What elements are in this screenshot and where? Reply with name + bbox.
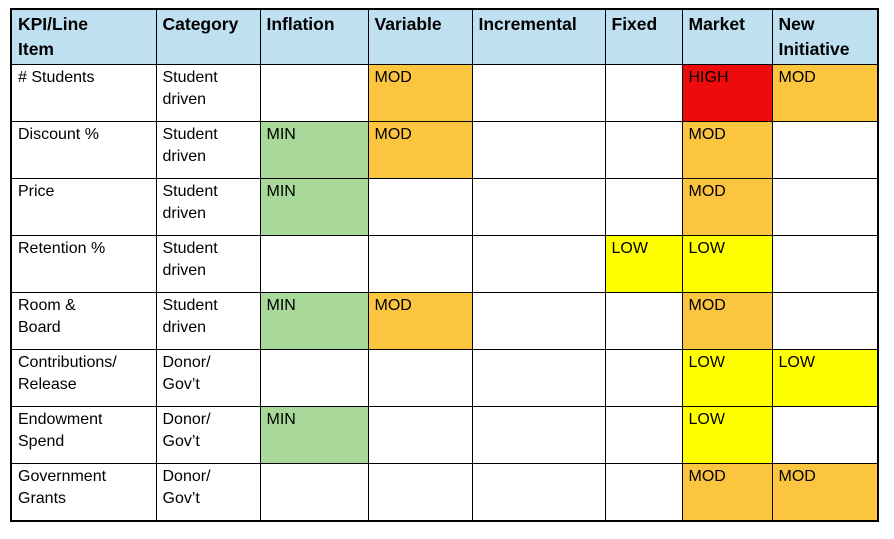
category-cell: Donor/ Gov’t (155, 406, 261, 464)
column-header-variable: Variable (367, 8, 473, 65)
rating-cell-market: HIGH (681, 64, 773, 122)
rating-cell-incremental (471, 235, 606, 293)
rating-cell-new-initiative: LOW (771, 349, 879, 407)
table-row: Room & Board Student driven MIN MOD MOD (10, 292, 879, 350)
table-row: Retention % Student driven LOW LOW (10, 235, 879, 293)
table-body: # Students Student driven MOD HIGH MOD Discou… (10, 64, 879, 521)
rating-cell-variable (367, 349, 473, 407)
kpi-cell: Retention % (10, 235, 157, 293)
rating-cell-variable: MOD (367, 121, 473, 179)
kpi-cell: Discount % (10, 121, 157, 179)
rating-cell-fixed (604, 292, 683, 350)
category-cell: Student driven (155, 235, 261, 293)
rating-cell-new-initiative (771, 178, 879, 236)
rating-cell-fixed: LOW (604, 235, 683, 293)
rating-cell-variable: MOD (367, 292, 473, 350)
kpi-cell: Endowment Spend (10, 406, 157, 464)
column-header-kpi-line-item: KPI/Line Item (10, 8, 157, 65)
table-row: Price Student driven MIN MOD (10, 178, 879, 236)
rating-cell-market: LOW (681, 406, 773, 464)
rating-cell-incremental (471, 292, 606, 350)
rating-cell-fixed (604, 64, 683, 122)
header-row: KPI/Line Item Category Inflation Variable In… (10, 8, 879, 65)
rating-cell-variable (367, 463, 473, 521)
rating-cell-fixed (604, 463, 683, 521)
rating-cell-inflation (259, 463, 369, 521)
table-row: Government Grants Donor/ Gov’t MOD MOD (10, 463, 879, 521)
kpi-cell: Government Grants (10, 463, 157, 521)
rating-cell-new-initiative: MOD (771, 463, 879, 521)
column-header-new-initiative: New Initiative (771, 8, 879, 65)
rating-cell-inflation: MIN (259, 406, 369, 464)
rating-cell-incremental (471, 406, 606, 464)
rating-cell-market: MOD (681, 178, 773, 236)
rating-cell-variable (367, 235, 473, 293)
rating-cell-inflation: MIN (259, 121, 369, 179)
rating-cell-variable (367, 178, 473, 236)
rating-cell-new-initiative (771, 292, 879, 350)
table-row: Contributions/ Release Donor/ Gov’t LOW LOW (10, 349, 879, 407)
rating-cell-inflation (259, 235, 369, 293)
rating-cell-inflation: MIN (259, 292, 369, 350)
rating-cell-inflation (259, 349, 369, 407)
category-cell: Student driven (155, 178, 261, 236)
category-cell: Student driven (155, 64, 261, 122)
kpi-cell: Price (10, 178, 157, 236)
table-row: # Students Student driven MOD HIGH MOD (10, 64, 879, 122)
column-header-inflation: Inflation (259, 8, 369, 65)
rating-cell-market: LOW (681, 235, 773, 293)
rating-cell-fixed (604, 178, 683, 236)
rating-cell-fixed (604, 349, 683, 407)
rating-cell-new-initiative (771, 235, 879, 293)
rating-cell-incremental (471, 463, 606, 521)
rating-cell-incremental (471, 121, 606, 179)
column-header-market: Market (681, 8, 773, 65)
rating-cell-variable (367, 406, 473, 464)
rating-cell-inflation: MIN (259, 178, 369, 236)
rating-cell-variable: MOD (367, 64, 473, 122)
category-cell: Student driven (155, 292, 261, 350)
kpi-driver-matrix-table: KPI/Line Item Category Inflation Variable In… (10, 8, 879, 522)
category-cell: Student driven (155, 121, 261, 179)
rating-cell-inflation (259, 64, 369, 122)
rating-cell-market: MOD (681, 292, 773, 350)
kpi-cell: Room & Board (10, 292, 157, 350)
rating-cell-new-initiative (771, 406, 879, 464)
rating-cell-fixed (604, 406, 683, 464)
rating-cell-market: MOD (681, 463, 773, 521)
table-row: Discount % Student driven MIN MOD MOD (10, 121, 879, 179)
rating-cell-new-initiative (771, 121, 879, 179)
table-row: Endowment Spend Donor/ Gov’t MIN LOW (10, 406, 879, 464)
kpi-cell: # Students (10, 64, 157, 122)
rating-cell-new-initiative: MOD (771, 64, 879, 122)
rating-cell-market: LOW (681, 349, 773, 407)
category-cell: Donor/ Gov’t (155, 463, 261, 521)
kpi-cell: Contributions/ Release (10, 349, 157, 407)
column-header-category: Category (155, 8, 261, 65)
rating-cell-incremental (471, 349, 606, 407)
rating-cell-fixed (604, 121, 683, 179)
column-header-incremental: Incremental (471, 8, 606, 65)
rating-cell-incremental (471, 178, 606, 236)
category-cell: Donor/ Gov’t (155, 349, 261, 407)
rating-cell-market: MOD (681, 121, 773, 179)
rating-cell-incremental (471, 64, 606, 122)
column-header-fixed: Fixed (604, 8, 683, 65)
